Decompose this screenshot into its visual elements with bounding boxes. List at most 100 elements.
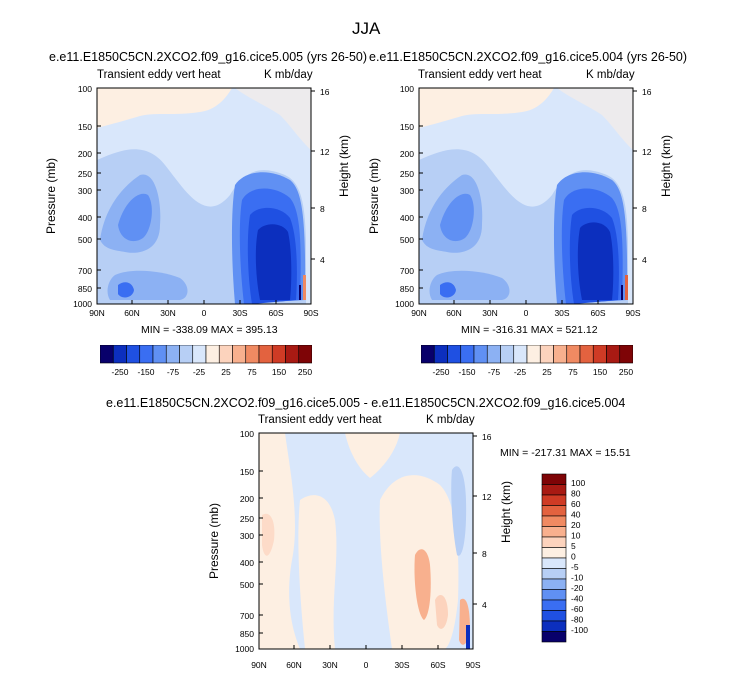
p3-xtick-90S: 90S [465, 660, 480, 670]
p3-xtick-30S: 30S [394, 660, 409, 670]
cb3-swatch-6 [541, 536, 567, 548]
p2-xtick-90S: 90S [625, 308, 640, 318]
cb3-label-5: 10 [571, 531, 581, 541]
cb2-label-6: 150 [593, 367, 607, 377]
cb1-label-3: -25 [193, 367, 206, 377]
cb1-swatch-15 [298, 345, 312, 364]
p2-ytick-1000: 1000 [395, 299, 414, 309]
cb1-label-4: 25 [221, 367, 231, 377]
cb2-label-3: -25 [514, 367, 527, 377]
p1-ytick-400: 400 [78, 213, 92, 223]
p3-ytick-100: 100 [240, 429, 254, 439]
p3-xtick-30N: 30N [322, 660, 338, 670]
cb1-label-1: -150 [137, 367, 154, 377]
cb3-label-9: -10 [571, 573, 584, 583]
p3-ytick-150: 150 [240, 467, 254, 477]
p2-ytick-150: 150 [400, 122, 414, 132]
p3-ytick-250: 250 [240, 514, 254, 524]
p1-ytick-300: 300 [78, 186, 92, 196]
p1-ytick-500: 500 [78, 235, 92, 245]
p2-xtick-90N: 90N [411, 308, 427, 318]
cb3-label-6: 5 [571, 541, 576, 551]
cb3-label-7: 0 [571, 552, 576, 562]
cb3-swatch-12 [541, 599, 567, 611]
p1-xtick-0: 0 [202, 308, 207, 318]
panel3-units-label: K mb/day [426, 414, 475, 426]
cb3-label-12: -60 [571, 604, 584, 614]
p2-ytick-850: 850 [400, 284, 414, 294]
cb2-label-5: 75 [568, 367, 578, 377]
cb3-swatch-1 [541, 484, 567, 496]
p1-ytick-100: 100 [78, 84, 92, 94]
p3-ytick-850: 850 [240, 629, 254, 639]
panel3-sh-warm-core [414, 549, 431, 620]
p2-ytick-500: 500 [400, 235, 414, 245]
p1-ytick-850: 850 [78, 284, 92, 294]
p3-y2tick-16: 16 [482, 432, 492, 442]
cb1-label-2: -75 [167, 367, 180, 377]
panel1-variable-label: Transient eddy vert heat [97, 69, 221, 81]
p2-ytick-100: 100 [400, 84, 414, 94]
cb1-label-0: -250 [111, 367, 128, 377]
p2-y2tick-12: 12 [642, 147, 652, 157]
panel1-min-max: MIN = -338.09 MAX = 395.13 [141, 324, 278, 336]
p2-xtick-30N: 30N [482, 308, 498, 318]
cb2-label-0: -250 [432, 367, 449, 377]
panel1-upper-warm-region [97, 88, 232, 128]
p2-ytick-300: 300 [400, 186, 414, 196]
p1-xtick-30S: 30S [232, 308, 247, 318]
cb2-label-4: 25 [542, 367, 552, 377]
panel3-nh-warm-strip [259, 433, 300, 649]
p3-ytick-500: 500 [240, 580, 254, 590]
cb3-swatch-15 [541, 631, 567, 643]
cb2-swatch-15 [619, 345, 633, 364]
cb3-swatch-2 [541, 494, 567, 506]
cb3-label-2: 60 [571, 499, 581, 509]
p1-y2tick-12: 12 [320, 147, 330, 157]
p2-ytick-250: 250 [400, 169, 414, 179]
p3-y2tick-12: 12 [482, 492, 492, 502]
panel1-units-label: K mb/day [264, 69, 313, 81]
p2-xtick-30S: 30S [554, 308, 569, 318]
cb3-label-13: -80 [571, 615, 584, 625]
cb3-swatch-9 [541, 568, 567, 580]
panel1-run-title: e.e11.E1850C5CN.2XCO2.f09_g16.cice5.005 … [49, 50, 368, 64]
p2-y2tick-8: 8 [642, 204, 647, 214]
p3-y2tick-4: 4 [482, 600, 487, 610]
panel2-variable-label: Transient eddy vert heat [418, 69, 542, 81]
panel2-min-max: MIN = -316.31 MAX = 521.12 [461, 324, 598, 336]
cb3-label-11: -40 [571, 594, 584, 604]
p2-ytick-200: 200 [400, 149, 414, 159]
p1-ytick-1000: 1000 [73, 299, 92, 309]
panel3-variable-label: Transient eddy vert heat [258, 414, 382, 426]
p3-xtick-0: 0 [364, 660, 369, 670]
cb3-label-10: -20 [571, 583, 584, 593]
cb3-swatch-10 [541, 578, 567, 590]
panel2-units-label: K mb/day [586, 69, 635, 81]
p2-xtick-60S: 60S [590, 308, 605, 318]
cb3-swatch-4 [541, 515, 567, 527]
cb3-swatch-13 [541, 610, 567, 622]
p1-ytick-150: 150 [78, 122, 92, 132]
cb1-label-7: 250 [298, 367, 312, 377]
cb3-swatch-11 [541, 589, 567, 601]
p3-ytick-300: 300 [240, 531, 254, 541]
p3-xtick-60N: 60N [286, 660, 302, 670]
cb2-label-1: -150 [458, 367, 475, 377]
cb3-swatch-3 [541, 505, 567, 517]
cb3-label-4: 20 [571, 520, 581, 530]
cb3-swatch-7 [541, 547, 567, 559]
p1-xtick-30N: 30N [160, 308, 176, 318]
cb3-label-0: 100 [571, 478, 585, 488]
p1-y2tick-16: 16 [320, 87, 330, 97]
p3-ytick-400: 400 [240, 558, 254, 568]
cb3-label-8: -5 [571, 562, 579, 572]
cb3-label-14: -100 [571, 625, 588, 635]
panel3-run-title: e.e11.E1850C5CN.2XCO2.f09_g16.cice5.005 … [106, 396, 626, 410]
cb2-label-7: 250 [619, 367, 633, 377]
cb3-label-1: 80 [571, 489, 581, 499]
p1-ytick-700: 700 [78, 266, 92, 276]
p2-ytick-700: 700 [400, 266, 414, 276]
